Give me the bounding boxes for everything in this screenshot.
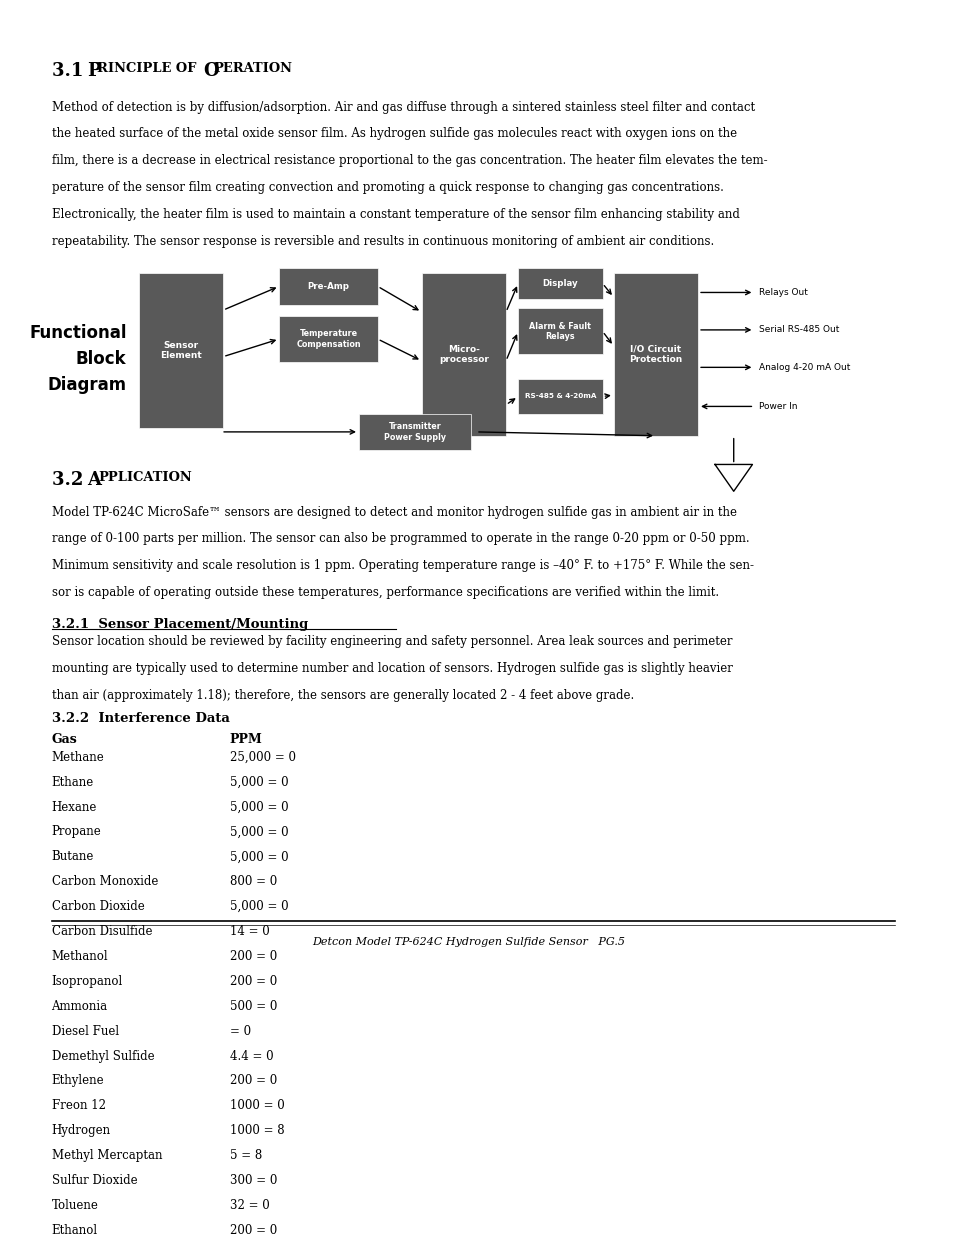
FancyBboxPatch shape bbox=[613, 273, 698, 436]
Text: Sensor
Element: Sensor Element bbox=[160, 341, 201, 361]
FancyBboxPatch shape bbox=[517, 379, 602, 414]
Text: the heated surface of the metal oxide sensor film. As hydrogen sulfide gas molec: the heated surface of the metal oxide se… bbox=[51, 127, 736, 141]
Text: Block: Block bbox=[76, 350, 127, 368]
Text: Ethylene: Ethylene bbox=[51, 1074, 104, 1088]
Text: Ethane: Ethane bbox=[51, 776, 93, 789]
Text: Analog 4-20 mA Out: Analog 4-20 mA Out bbox=[759, 363, 849, 372]
Text: 3.2.1  Sensor Placement/Mounting: 3.2.1 Sensor Placement/Mounting bbox=[51, 618, 308, 631]
Text: 200 = 0: 200 = 0 bbox=[230, 974, 276, 988]
Text: Power In: Power In bbox=[759, 401, 797, 411]
Text: Hexane: Hexane bbox=[51, 800, 97, 814]
Text: Methanol: Methanol bbox=[51, 950, 108, 963]
Text: Relays Out: Relays Out bbox=[759, 288, 807, 296]
FancyBboxPatch shape bbox=[279, 268, 377, 305]
Text: Carbon Disulfide: Carbon Disulfide bbox=[51, 925, 152, 939]
Text: repeatability. The sensor response is reversible and results in continuous monit: repeatability. The sensor response is re… bbox=[51, 235, 713, 248]
Text: 1000 = 0: 1000 = 0 bbox=[230, 1099, 284, 1113]
Text: RINCIPLE OF: RINCIPLE OF bbox=[97, 62, 201, 75]
Text: P: P bbox=[87, 62, 101, 80]
Text: Carbon Dioxide: Carbon Dioxide bbox=[51, 900, 144, 913]
Text: Pre-Amp: Pre-Amp bbox=[307, 282, 349, 290]
Text: 300 = 0: 300 = 0 bbox=[230, 1174, 276, 1187]
Text: 800 = 0: 800 = 0 bbox=[230, 876, 276, 888]
Text: Alarm & Fault
Relays: Alarm & Fault Relays bbox=[529, 321, 591, 341]
Text: 1000 = 8: 1000 = 8 bbox=[230, 1124, 284, 1137]
FancyBboxPatch shape bbox=[421, 273, 505, 436]
Text: O: O bbox=[203, 62, 219, 80]
Text: Display: Display bbox=[542, 279, 578, 288]
Text: PPM: PPM bbox=[230, 732, 262, 746]
Text: Electronically, the heater film is used to maintain a constant temperature of th: Electronically, the heater film is used … bbox=[51, 207, 739, 221]
Text: Functional: Functional bbox=[29, 325, 127, 342]
Text: = 0: = 0 bbox=[230, 1025, 251, 1037]
Text: 5,000 = 0: 5,000 = 0 bbox=[230, 900, 288, 913]
Text: Temperature
Compensation: Temperature Compensation bbox=[295, 330, 360, 348]
Text: 3.2: 3.2 bbox=[51, 472, 95, 489]
Text: Model TP-624C MicroSafe™ sensors are designed to detect and monitor hydrogen sul: Model TP-624C MicroSafe™ sensors are des… bbox=[51, 505, 736, 519]
Text: Ethanol: Ethanol bbox=[51, 1224, 97, 1235]
Text: Freon 12: Freon 12 bbox=[51, 1099, 106, 1113]
Text: Isopropanol: Isopropanol bbox=[51, 974, 123, 988]
Text: Demethyl Sulfide: Demethyl Sulfide bbox=[51, 1050, 154, 1062]
Text: Diesel Fuel: Diesel Fuel bbox=[51, 1025, 118, 1037]
Text: film, there is a decrease in electrical resistance proportional to the gas conce: film, there is a decrease in electrical … bbox=[51, 154, 766, 167]
Text: Diagram: Diagram bbox=[48, 375, 127, 394]
Text: perature of the sensor film creating convection and promoting a quick response t: perature of the sensor film creating con… bbox=[51, 182, 722, 194]
Text: Carbon Monoxide: Carbon Monoxide bbox=[51, 876, 158, 888]
Text: Detcon Model TP-624C Hydrogen Sulfide Sensor   PG.5: Detcon Model TP-624C Hydrogen Sulfide Se… bbox=[312, 936, 624, 946]
Text: Methane: Methane bbox=[51, 751, 104, 763]
Text: mounting are typically used to determine number and location of sensors. Hydroge: mounting are typically used to determine… bbox=[51, 662, 732, 674]
Text: 5,000 = 0: 5,000 = 0 bbox=[230, 800, 288, 814]
FancyBboxPatch shape bbox=[517, 268, 602, 299]
FancyBboxPatch shape bbox=[138, 273, 223, 429]
Text: Methyl Mercaptan: Methyl Mercaptan bbox=[51, 1149, 162, 1162]
Text: range of 0-100 parts per million. The sensor can also be programmed to operate i: range of 0-100 parts per million. The se… bbox=[51, 532, 748, 546]
FancyBboxPatch shape bbox=[517, 309, 602, 354]
Text: Ammonia: Ammonia bbox=[51, 1000, 108, 1013]
Text: Sulfur Dioxide: Sulfur Dioxide bbox=[51, 1174, 137, 1187]
Text: Minimum sensitivity and scale resolution is 1 ppm. Operating temperature range i: Minimum sensitivity and scale resolution… bbox=[51, 559, 753, 572]
Text: 200 = 0: 200 = 0 bbox=[230, 1224, 276, 1235]
Text: Micro-
processor: Micro- processor bbox=[438, 345, 488, 364]
Text: Sensor location should be reviewed by facility engineering and safety personnel.: Sensor location should be reviewed by fa… bbox=[51, 635, 731, 648]
Text: 3.2.2  Interference Data: 3.2.2 Interference Data bbox=[51, 713, 229, 725]
Text: PERATION: PERATION bbox=[213, 62, 293, 75]
Text: PPLICATION: PPLICATION bbox=[98, 472, 192, 484]
Text: 5,000 = 0: 5,000 = 0 bbox=[230, 825, 288, 839]
Text: 3.1: 3.1 bbox=[51, 62, 95, 80]
Text: 5 = 8: 5 = 8 bbox=[230, 1149, 261, 1162]
Text: Propane: Propane bbox=[51, 825, 101, 839]
Text: Hydrogen: Hydrogen bbox=[51, 1124, 111, 1137]
Text: 14 = 0: 14 = 0 bbox=[230, 925, 269, 939]
Text: than air (approximately 1.18); therefore, the sensors are generally located 2 - : than air (approximately 1.18); therefore… bbox=[51, 689, 633, 701]
Text: 25,000 = 0: 25,000 = 0 bbox=[230, 751, 295, 763]
Text: Method of detection is by diffusion/adsorption. Air and gas diffuse through a si: Method of detection is by diffusion/adso… bbox=[51, 100, 754, 114]
Text: sor is capable of operating outside these temperatures, performance specificatio: sor is capable of operating outside thes… bbox=[51, 587, 718, 599]
Text: 32 = 0: 32 = 0 bbox=[230, 1199, 269, 1212]
Text: 500 = 0: 500 = 0 bbox=[230, 1000, 276, 1013]
Text: Transmitter
Power Supply: Transmitter Power Supply bbox=[384, 422, 446, 442]
Text: 5,000 = 0: 5,000 = 0 bbox=[230, 851, 288, 863]
Text: Gas: Gas bbox=[51, 732, 77, 746]
Text: Serial RS-485 Out: Serial RS-485 Out bbox=[759, 325, 839, 335]
Text: 4.4 = 0: 4.4 = 0 bbox=[230, 1050, 273, 1062]
FancyBboxPatch shape bbox=[358, 414, 471, 450]
Text: 200 = 0: 200 = 0 bbox=[230, 1074, 276, 1088]
Text: 5,000 = 0: 5,000 = 0 bbox=[230, 776, 288, 789]
Text: Butane: Butane bbox=[51, 851, 93, 863]
Text: RS-485 & 4-20mA: RS-485 & 4-20mA bbox=[524, 394, 596, 399]
Text: Toluene: Toluene bbox=[51, 1199, 98, 1212]
Text: I/O Circuit
Protection: I/O Circuit Protection bbox=[629, 345, 681, 364]
FancyBboxPatch shape bbox=[279, 316, 377, 362]
Text: 200 = 0: 200 = 0 bbox=[230, 950, 276, 963]
Text: A: A bbox=[87, 472, 101, 489]
